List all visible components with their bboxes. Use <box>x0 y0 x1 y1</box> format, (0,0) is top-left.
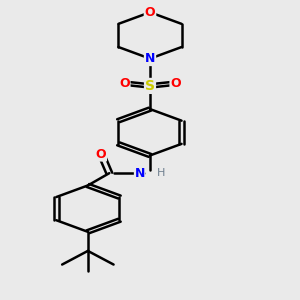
Text: N: N <box>145 52 155 65</box>
Text: S: S <box>145 79 155 93</box>
Text: O: O <box>170 77 181 90</box>
Text: N: N <box>134 167 145 180</box>
Text: H: H <box>156 168 165 178</box>
Text: O: O <box>145 6 155 19</box>
Text: O: O <box>119 77 130 90</box>
Text: O: O <box>95 148 106 160</box>
